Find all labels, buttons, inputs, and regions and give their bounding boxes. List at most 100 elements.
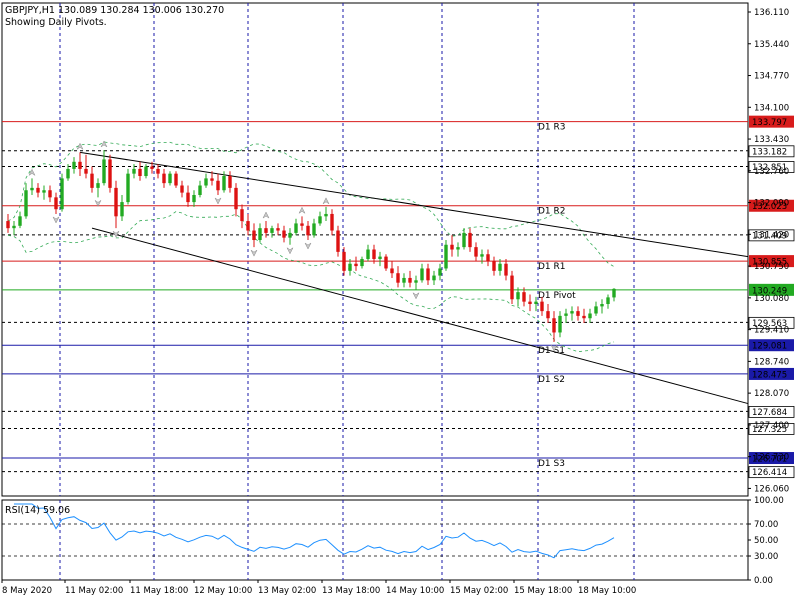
- candle-body: [306, 225, 310, 236]
- pivot-price-box: [749, 452, 794, 465]
- candle-body: [354, 263, 358, 267]
- dashed-level-box: [748, 466, 795, 479]
- pivot-price-box: [749, 283, 794, 296]
- candle-body: [612, 288, 616, 298]
- pivot-price-box: [749, 255, 794, 268]
- fractal-down-marker: [52, 216, 60, 224]
- candle-body: [312, 223, 316, 236]
- fractal-down-marker: [250, 249, 258, 257]
- price-axis: 136.110 135.440 134.770 134.100 133.430 132.7…: [748, 8, 789, 494]
- candle-body: [330, 213, 334, 231]
- price-tick-label: 131.420: [754, 230, 789, 240]
- dashed-level-box: [748, 316, 795, 329]
- fractal-down-marker: [304, 242, 312, 250]
- candle-body: [402, 277, 406, 283]
- fractal-down-marker: [214, 197, 222, 205]
- candle-body: [198, 185, 202, 195]
- candle-body: [120, 202, 124, 217]
- candle-body: [234, 187, 238, 210]
- time-tick-label: 15 May 02:00: [450, 586, 508, 596]
- lower-band: [7, 211, 615, 353]
- vertical-grid: [1, 2, 749, 581]
- fractal-markers: [28, 140, 558, 352]
- fractal-up-marker: [298, 206, 306, 215]
- candle-body: [252, 230, 256, 241]
- candle-body: [408, 277, 412, 283]
- dashed-level-label: 126.414: [752, 468, 787, 478]
- rsi-label: RSI(14) 59.06: [5, 505, 70, 516]
- candle-body: [486, 254, 490, 262]
- fractal-up-marker: [76, 142, 84, 151]
- candle-body: [432, 275, 436, 281]
- candle-body: [138, 168, 142, 177]
- candle-body: [78, 161, 82, 169]
- candle-body: [522, 292, 526, 302]
- candle-body: [456, 247, 460, 250]
- candle-body: [444, 244, 448, 269]
- dashed-level-label: 127.325: [752, 425, 787, 435]
- fractal-up-marker: [100, 140, 108, 148]
- candle-body: [96, 183, 100, 188]
- candle-body: [558, 315, 562, 333]
- candle-body: [540, 301, 544, 312]
- candle-body: [66, 168, 70, 179]
- candle-body: [594, 306, 598, 314]
- candle-body: [552, 318, 556, 333]
- candle-body: [216, 180, 220, 191]
- candle-body: [570, 311, 574, 314]
- candle-body: [246, 221, 250, 231]
- candle-body: [468, 232, 472, 248]
- price-tick-label: 135.440: [754, 40, 789, 50]
- candle-body: [72, 161, 76, 169]
- candle-body: [582, 315, 586, 319]
- pivot-price-box: [749, 367, 794, 380]
- pivot-price-label: 126.701: [752, 455, 787, 465]
- price-tick-label: 126.730: [754, 453, 789, 463]
- candle-body: [318, 216, 322, 224]
- candle-body: [108, 159, 112, 188]
- dashed-level-label: 133.182: [752, 147, 787, 157]
- dashed-level-label: 132.851: [752, 163, 787, 173]
- price-tick-label: 129.410: [754, 326, 789, 336]
- fractal-up-marker: [322, 197, 330, 205]
- candle-body: [18, 216, 22, 226]
- candle-body: [42, 190, 46, 193]
- candle-body: [30, 187, 34, 191]
- dashed-level-label: 131.409: [752, 231, 787, 241]
- candle-body: [546, 311, 550, 319]
- pivot-levels: 133.182 132.851 131.409 129.563 127.684 127.3…: [2, 115, 795, 479]
- pivot-price-label: 129.081: [752, 342, 787, 352]
- price-tick-label: 132.090: [754, 199, 789, 209]
- time-tick-label: 13 May 18:00: [322, 586, 380, 596]
- dashed-level-box: [748, 161, 795, 173]
- pivot-name: D1 R3: [538, 123, 566, 133]
- candle-body: [24, 190, 28, 217]
- candle-body: [372, 249, 376, 259]
- candle-body: [180, 185, 184, 193]
- time-tick-label: 15 May 18:00: [514, 586, 572, 596]
- candle-body: [102, 159, 106, 184]
- pivot-price-label: 130.855: [752, 258, 787, 268]
- trendline: [79, 151, 749, 258]
- candle-body: [270, 228, 274, 233]
- rsi-tick-label: 0.00: [754, 576, 773, 586]
- candle-body: [162, 173, 166, 184]
- candle-body: [606, 297, 610, 305]
- candle-body: [336, 230, 340, 252]
- pivot-price-label: 133.797: [752, 118, 787, 128]
- chart-title: GBPJPY,H1 130.089 130.284 130.006 130.27…: [5, 5, 224, 16]
- candle-body: [588, 313, 592, 319]
- dashed-level-box: [748, 423, 795, 435]
- candle-body: [222, 176, 226, 191]
- pivot-price-box: [749, 339, 794, 352]
- pivot-price-box: [749, 199, 794, 212]
- chart-subtitle: Showing Daily Pivots.: [5, 17, 107, 28]
- fractal-down-marker: [286, 247, 294, 255]
- time-tick-label: 8 May 2020: [2, 586, 52, 596]
- candle-body: [300, 223, 304, 226]
- candle-body: [462, 232, 466, 248]
- candle-body: [174, 173, 178, 186]
- candle-body: [6, 221, 10, 229]
- time-tick-label: 13 May 02:00: [258, 586, 316, 596]
